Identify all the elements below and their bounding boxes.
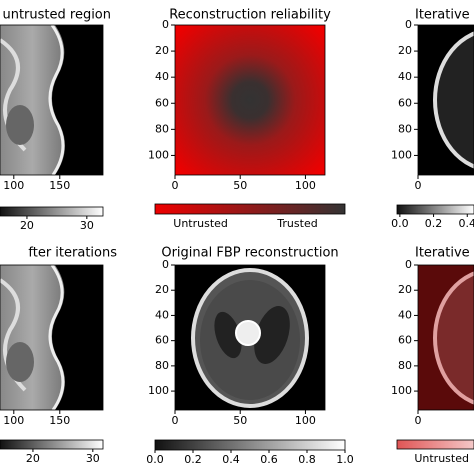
iterative-overlay-image: [418, 265, 474, 410]
image-frame: [0, 264, 104, 411]
colorbar: [396, 439, 474, 450]
y-tick-label: 60: [398, 334, 412, 347]
colorbar-tick-label: 0.2: [184, 453, 202, 466]
y-tick-label: 80: [398, 122, 412, 135]
colorbar: [154, 439, 346, 451]
colorbar-label: Trusted: [276, 217, 317, 230]
y-tick-label: 80: [155, 359, 169, 372]
panel-title: fter iterations: [28, 246, 117, 261]
colorbar-tick-label: 30: [80, 219, 94, 232]
phantom-image: [175, 265, 325, 410]
colorbar-label: Untrusted: [414, 452, 469, 465]
y-tick-label: 0: [405, 258, 412, 271]
y-tick-label: 20: [398, 44, 412, 57]
y-tick-label: 0: [405, 18, 412, 31]
image-frame: [0, 24, 104, 176]
x-tick-label: 100: [3, 414, 24, 427]
colorbar-tick-label: 30: [86, 452, 100, 465]
y-tick-label: 20: [155, 283, 169, 296]
colorbar-tick-label: 0.0: [391, 217, 409, 230]
colorbar-tick-label: 0.2: [425, 217, 443, 230]
y-tick-label: 0: [162, 18, 169, 31]
x-tick-label: 150: [49, 414, 70, 427]
x-tick-label: 50: [233, 414, 247, 427]
iterative-image: [418, 25, 474, 175]
colorbar-tick-label: 1.0: [336, 453, 354, 466]
panel-title: Iterative: [415, 8, 470, 23]
y-tick-label: 80: [398, 359, 412, 372]
y-tick-label: 100: [391, 384, 412, 397]
panel-title: Iterative: [415, 246, 470, 261]
y-tick-label: 20: [155, 44, 169, 57]
panel-title: Original FBP reconstruction: [161, 246, 338, 261]
x-tick-label: 0: [415, 179, 422, 192]
colorbar-tick-label: 20: [20, 219, 34, 232]
y-tick-label: 60: [398, 96, 412, 109]
y-tick-label: 100: [148, 148, 169, 161]
image-frame: [174, 264, 326, 411]
x-tick-label: 150: [49, 179, 70, 192]
y-tick-label: 0: [162, 258, 169, 271]
panel-title: Reconstruction reliability: [169, 8, 331, 23]
y-tick-label: 60: [155, 96, 169, 109]
colorbar-tick-label: 0.0: [146, 453, 164, 466]
image-frame: [174, 24, 326, 176]
x-tick-label: 100: [295, 414, 316, 427]
image-frame: [417, 264, 474, 411]
y-tick-label: 60: [155, 334, 169, 347]
x-tick-label: 0: [172, 414, 179, 427]
colorbar-tick-label: 0.4: [459, 217, 474, 230]
colorbar-tick-label: 0.4: [222, 453, 240, 466]
y-tick-label: 40: [398, 70, 412, 83]
y-tick-label: 100: [148, 384, 169, 397]
colorbar: [0, 439, 104, 450]
y-tick-label: 100: [391, 148, 412, 161]
colorbar: [396, 204, 474, 215]
reliability-image: [175, 25, 325, 175]
x-tick-label: 100: [3, 179, 24, 192]
x-tick-label: 50: [233, 179, 247, 192]
x-tick-label: 0: [172, 179, 179, 192]
colorbar-tick-label: 0.6: [260, 453, 278, 466]
y-tick-label: 20: [398, 283, 412, 296]
panel-title: untrusted region: [2, 8, 111, 23]
colorbar-tick-label: 20: [26, 452, 40, 465]
y-tick-label: 40: [155, 308, 169, 321]
image-frame: [417, 24, 474, 176]
colorbar: [154, 203, 346, 215]
x-tick-label: 100: [295, 179, 316, 192]
colorbar-tick-label: 0.8: [298, 453, 316, 466]
x-tick-label: 0: [415, 414, 422, 427]
colorbar-label: Untrusted: [173, 217, 228, 230]
y-tick-label: 40: [398, 308, 412, 321]
sinogram-image: [0, 24, 103, 176]
y-tick-label: 40: [155, 70, 169, 83]
y-tick-label: 80: [155, 122, 169, 135]
sinogram-image: [0, 264, 103, 411]
colorbar: [0, 206, 104, 217]
